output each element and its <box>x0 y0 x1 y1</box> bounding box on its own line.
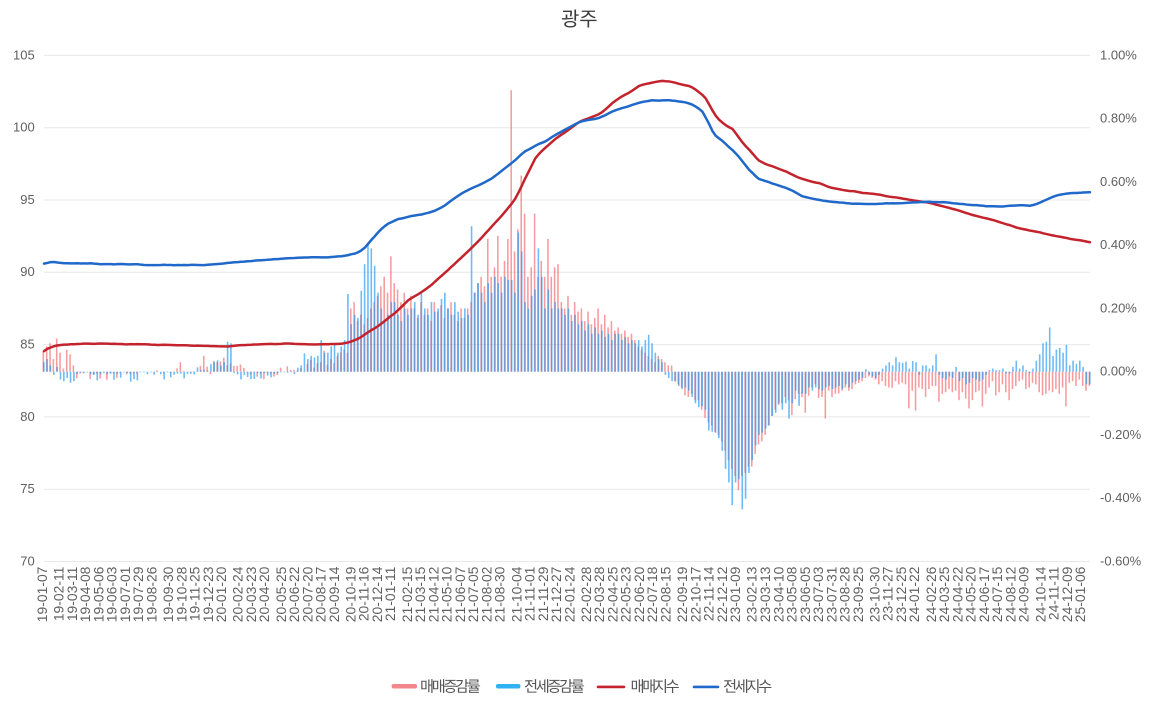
svg-text:20-04-20: 20-04-20 <box>256 566 272 622</box>
svg-text:80: 80 <box>20 409 34 424</box>
svg-text:75: 75 <box>20 481 34 496</box>
svg-text:105: 105 <box>13 47 35 62</box>
svg-text:23-09-25: 23-09-25 <box>850 566 866 622</box>
svg-text:19-01-07: 19-01-07 <box>34 566 50 622</box>
svg-text:95: 95 <box>20 192 34 207</box>
svg-text:23-01-09: 23-01-09 <box>727 566 743 622</box>
svg-text:24-09-09: 24-09-09 <box>1016 566 1032 622</box>
svg-text:20-09-14: 20-09-14 <box>326 566 342 622</box>
svg-text:0.20%: 0.20% <box>1100 300 1137 315</box>
svg-text:19-08-26: 19-08-26 <box>143 566 159 622</box>
svg-text:0.60%: 0.60% <box>1100 174 1137 189</box>
svg-text:0.80%: 0.80% <box>1100 111 1137 126</box>
svg-text:90: 90 <box>20 264 34 279</box>
svg-text:70: 70 <box>20 553 34 568</box>
svg-text:0.40%: 0.40% <box>1100 237 1137 252</box>
svg-text:20-01-20: 20-01-20 <box>213 566 229 622</box>
svg-text:0.00%: 0.00% <box>1100 364 1137 379</box>
svg-text:21-01-11: 21-01-11 <box>382 566 398 621</box>
svg-text:21-08-30: 21-08-30 <box>492 566 508 622</box>
svg-text:-0.20%: -0.20% <box>1100 427 1142 442</box>
svg-text:100: 100 <box>13 120 35 135</box>
svg-text:22-08-15: 22-08-15 <box>658 566 674 622</box>
svg-text:-0.40%: -0.40% <box>1100 490 1142 505</box>
svg-text:85: 85 <box>20 337 34 352</box>
svg-text:1.00%: 1.00% <box>1100 47 1137 62</box>
svg-text:22-01-24: 22-01-24 <box>561 566 577 622</box>
svg-text:25-01-06: 25-01-06 <box>1072 566 1088 622</box>
svg-text:-0.60%: -0.60% <box>1100 553 1142 568</box>
svg-text:24-01-22: 24-01-22 <box>906 566 922 622</box>
